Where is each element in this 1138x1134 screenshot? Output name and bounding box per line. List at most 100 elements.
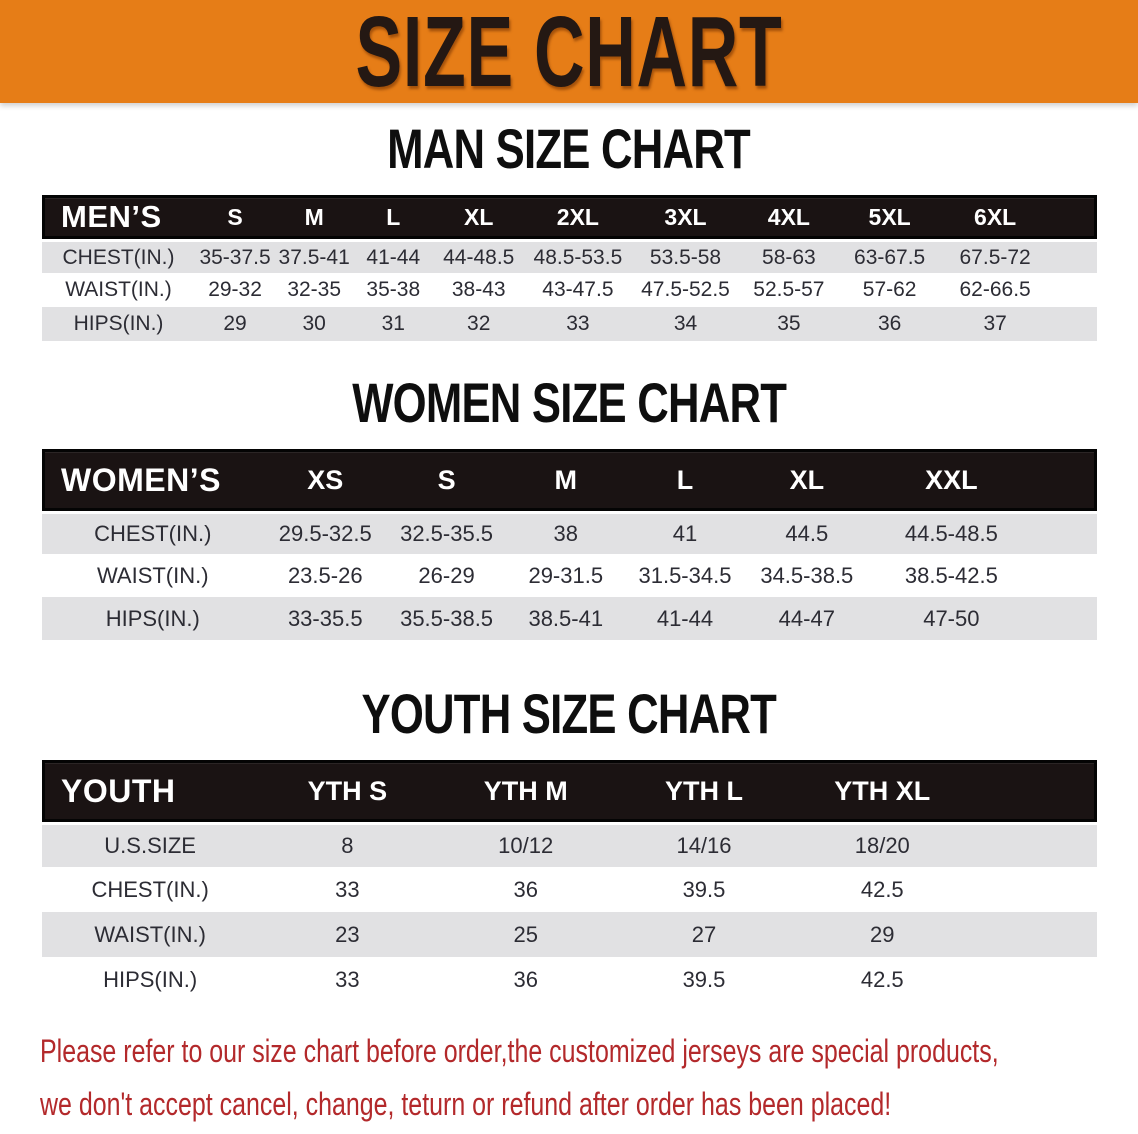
youth-col-header: YTH M: [436, 760, 615, 822]
men-col-header: M: [275, 195, 354, 239]
table-cell: 39.5: [614, 957, 794, 1002]
table-cell: 62-66.5: [940, 273, 1050, 307]
youth-col-header: YTH L: [614, 760, 794, 822]
table-cell: 38.5-41: [506, 597, 626, 640]
table-cell: 39.5: [614, 867, 794, 912]
youth-section-heading-text: YOUTH SIZE CHART: [361, 682, 777, 745]
table-cell: 33: [258, 957, 437, 1002]
women-header-row: WOMEN’S XS S M L XL XXL: [42, 449, 1097, 511]
table-row: CHEST(IN.) 33 36 39.5 42.5: [42, 867, 1097, 912]
table-cell: 44.5-48.5: [869, 511, 1034, 554]
table-cell: 32-35: [275, 273, 354, 307]
youth-col-header: YTH XL: [793, 760, 972, 822]
women-col-header: M: [506, 449, 626, 511]
table-cell: 33-35.5: [263, 597, 387, 640]
table-cell: 33: [524, 307, 632, 341]
man-section-heading-text: MAN SIZE CHART: [387, 117, 752, 180]
table-row: HIPS(IN.) 29 30 31 32 33 34 35 36 37: [42, 307, 1097, 341]
table-cell: 35.5-38.5: [386, 597, 507, 640]
women-group-label: WOMEN’S: [42, 449, 264, 511]
table-cell: 27: [614, 912, 794, 957]
table-cell: 44-47: [744, 597, 870, 640]
table-cell: 29: [194, 307, 276, 341]
women-size-table: WOMEN’S XS S M L XL XXL CHEST(IN.) 29.5-…: [42, 449, 1097, 640]
table-row: U.S.SIZE 8 10/12 14/16 18/20: [42, 822, 1097, 867]
women-col-header: L: [625, 449, 745, 511]
filler-cell: [971, 867, 1097, 912]
table-cell: 52.5-57: [739, 273, 839, 307]
women-col-header: S: [386, 449, 507, 511]
table-cell: 36: [436, 867, 615, 912]
table-cell: 31: [353, 307, 434, 341]
table-cell: 10/12: [436, 822, 615, 867]
table-cell: 31.5-34.5: [625, 554, 745, 597]
table-row: CHEST(IN.) 29.5-32.5 32.5-35.5 38 41 44.…: [42, 511, 1097, 554]
filler-cell: [1033, 511, 1097, 554]
row-label: CHEST(IN.): [42, 867, 259, 912]
table-cell: 29: [793, 912, 972, 957]
table-cell: 34.5-38.5: [744, 554, 870, 597]
table-cell: 32.5-35.5: [386, 511, 507, 554]
men-group-label: MEN’S: [42, 195, 195, 239]
table-cell: 29-32: [194, 273, 276, 307]
filler-cell: [1033, 554, 1097, 597]
women-section-heading-text: WOMEN SIZE CHART: [351, 371, 787, 434]
table-cell: 29-31.5: [506, 554, 626, 597]
youth-group-label: YOUTH: [42, 760, 259, 822]
table-cell: 37.5-41: [275, 239, 354, 273]
banner: SIZE CHART: [0, 0, 1138, 103]
filler-cell: [971, 912, 1097, 957]
women-col-header: XS: [263, 449, 387, 511]
men-col-header: XL: [433, 195, 525, 239]
filler-cell: [1033, 449, 1097, 511]
table-cell: 18/20: [793, 822, 972, 867]
youth-size-table: YOUTH YTH S YTH M YTH L YTH XL U.S.SIZE …: [42, 760, 1097, 1002]
men-col-header: S: [194, 195, 276, 239]
table-cell: 41-44: [353, 239, 434, 273]
table-cell: 41: [625, 511, 745, 554]
filler-cell: [1033, 597, 1097, 640]
table-cell: 35: [739, 307, 839, 341]
men-col-header: L: [353, 195, 434, 239]
table-cell: 63-67.5: [838, 239, 941, 273]
page-title: SIZE CHART: [355, 0, 783, 108]
table-cell: 32: [433, 307, 525, 341]
row-label: U.S.SIZE: [42, 822, 259, 867]
table-cell: 23.5-26: [263, 554, 387, 597]
table-cell: 36: [436, 957, 615, 1002]
table-cell: 8: [258, 822, 437, 867]
table-cell: 26-29: [386, 554, 507, 597]
men-header-row: MEN’S S M L XL 2XL 3XL 4XL 5XL 6XL: [42, 195, 1097, 239]
row-label: HIPS(IN.): [42, 307, 195, 341]
men-col-header: 3XL: [631, 195, 740, 239]
men-col-header: 5XL: [838, 195, 941, 239]
order-notice: Please refer to our size chart before or…: [40, 1028, 1138, 1134]
table-cell: 37: [940, 307, 1050, 341]
table-row: WAIST(IN.) 23.5-26 26-29 29-31.5 31.5-34…: [42, 554, 1097, 597]
table-cell: 35-38: [353, 273, 434, 307]
women-col-header: XL: [744, 449, 870, 511]
table-cell: 57-62: [838, 273, 941, 307]
men-col-header: 2XL: [524, 195, 632, 239]
row-label: CHEST(IN.): [42, 239, 195, 273]
table-cell: 25: [436, 912, 615, 957]
youth-col-header: YTH S: [258, 760, 437, 822]
table-cell: 47-50: [869, 597, 1034, 640]
table-cell: 14/16: [614, 822, 794, 867]
table-cell: 41-44: [625, 597, 745, 640]
table-cell: 67.5-72: [940, 239, 1050, 273]
filler-cell: [971, 957, 1097, 1002]
row-label: HIPS(IN.): [42, 597, 264, 640]
men-col-header: 6XL: [940, 195, 1050, 239]
table-cell: 36: [838, 307, 941, 341]
filler-cell: [971, 760, 1097, 822]
table-cell: 34: [631, 307, 740, 341]
row-label: CHEST(IN.): [42, 511, 264, 554]
table-cell: 42.5: [793, 957, 972, 1002]
youth-section-heading: YOUTH SIZE CHART: [0, 682, 1138, 745]
table-cell: 44.5: [744, 511, 870, 554]
table-row: HIPS(IN.) 33 36 39.5 42.5: [42, 957, 1097, 1002]
table-row: CHEST(IN.) 35-37.5 37.5-41 41-44 44-48.5…: [42, 239, 1097, 273]
row-label: WAIST(IN.): [42, 554, 264, 597]
